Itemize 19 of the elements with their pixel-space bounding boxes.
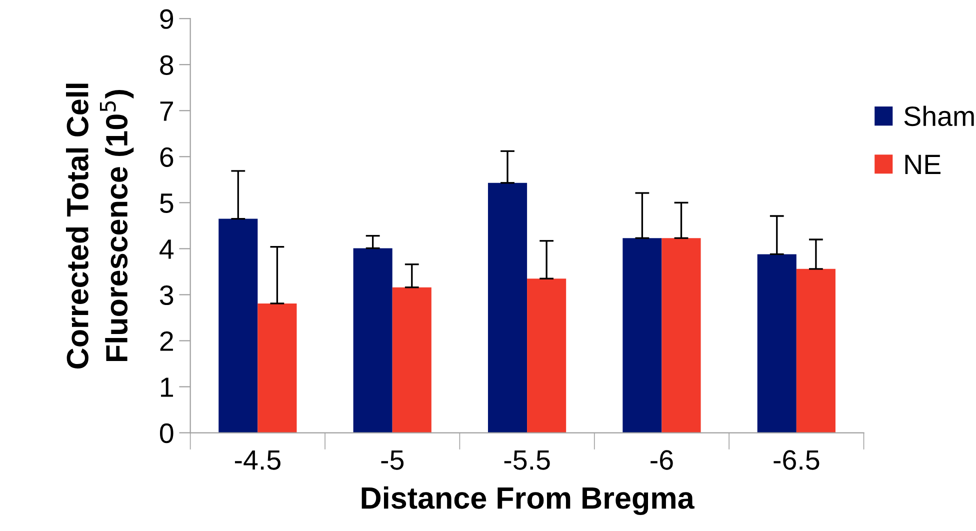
x-tick-label: -4.5 <box>234 450 280 470</box>
y-tick-label: 2 <box>160 331 173 351</box>
y-tick-label: 0 <box>160 423 174 444</box>
y-tick-label: 6 <box>160 147 174 167</box>
y-tick-label: 8 <box>160 55 174 75</box>
y-tick-label: 1 <box>161 378 173 397</box>
legend-label: NE <box>905 154 940 174</box>
legend-label: Sham <box>904 106 974 126</box>
x-tick-label: -6.5 <box>774 450 820 470</box>
x-tick-label: -5.5 <box>504 450 550 470</box>
x-axis-title: Distance From Bregma <box>362 486 694 516</box>
y-tick-label: 3 <box>160 285 174 306</box>
y-tick-label: 7 <box>160 102 173 121</box>
x-tick-label: -6 <box>650 450 673 470</box>
x-tick-label: -5 <box>381 450 404 470</box>
y-tick-label: 9 <box>160 9 174 29</box>
y-tick-label: 4 <box>160 240 174 259</box>
y-axis-title: Corrected Total Cell Fluorescence (10$^{5}$) <box>66 84 134 368</box>
y-tick-label: 5 <box>160 194 174 214</box>
